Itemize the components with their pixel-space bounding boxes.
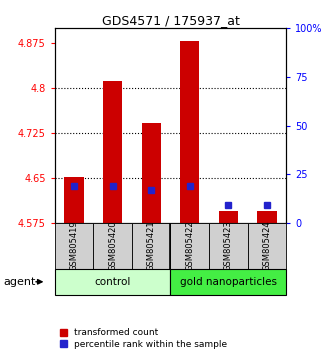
Bar	[257, 211, 277, 223]
Text: GSM805421: GSM805421	[147, 221, 156, 272]
Bar	[219, 211, 238, 223]
Text: gold nanoparticles: gold nanoparticles	[180, 277, 277, 287]
Bar	[93, 223, 132, 269]
Bar	[248, 223, 286, 269]
Text: control: control	[94, 277, 131, 287]
Bar	[209, 223, 248, 269]
Bar	[64, 177, 83, 223]
Bar	[55, 269, 170, 295]
Text: GSM805423: GSM805423	[224, 221, 233, 272]
Bar	[142, 123, 161, 223]
Text: GSM805424: GSM805424	[262, 221, 271, 272]
Bar	[180, 41, 199, 223]
Text: agent: agent	[3, 277, 36, 287]
Bar	[170, 269, 286, 295]
Bar	[132, 223, 170, 269]
Text: GSM805420: GSM805420	[108, 221, 117, 272]
Text: GSM805419: GSM805419	[70, 221, 78, 272]
Bar	[55, 223, 93, 269]
Bar	[170, 223, 209, 269]
Text: GSM805422: GSM805422	[185, 221, 194, 272]
Legend: transformed count, percentile rank within the sample: transformed count, percentile rank withi…	[59, 327, 228, 349]
Title: GDS4571 / 175937_at: GDS4571 / 175937_at	[102, 14, 239, 27]
Bar	[103, 81, 122, 223]
